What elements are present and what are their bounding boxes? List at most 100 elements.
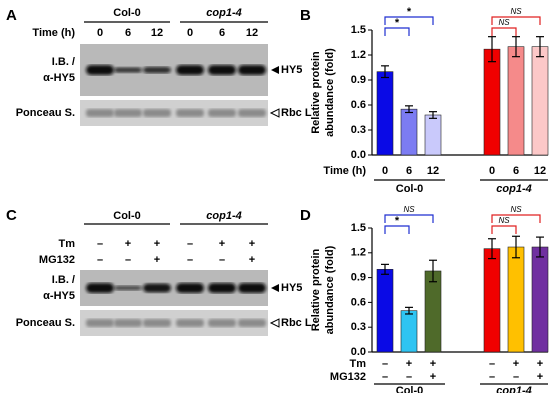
band-label: HY5 [281, 282, 302, 294]
loading-band [114, 109, 142, 117]
arrow-open [269, 108, 280, 118]
probe-label: α-HY5 [43, 290, 75, 302]
loading-band-label: Rbc L [281, 107, 312, 119]
y-tick-label: 0.9 [351, 74, 366, 86]
bar [424, 114, 442, 156]
condition-label: – [489, 358, 495, 370]
band [86, 283, 114, 293]
condition-label: 12 [534, 165, 546, 177]
band [143, 283, 171, 293]
bar [507, 246, 525, 353]
condition-label: + [430, 358, 436, 370]
error-bar [512, 235, 520, 259]
lane-label: – [219, 254, 225, 266]
probe-label: α-HY5 [43, 72, 75, 84]
group-label: Col-0 [396, 385, 424, 393]
band [114, 67, 142, 73]
condition-label: – [513, 371, 519, 383]
significance-bracket [491, 225, 517, 234]
condition-label: + [406, 358, 412, 370]
group-label: Col-0 [113, 210, 141, 222]
bar [376, 71, 394, 156]
lane-label: + [249, 254, 255, 266]
y-tick-label: 1.2 [351, 49, 366, 61]
bar [483, 248, 501, 353]
band [176, 65, 204, 75]
y-tick-label: 1.2 [351, 247, 366, 259]
y-axis-label: abundance (fold) [324, 48, 336, 137]
loading-band [143, 109, 171, 117]
group-label: cop1-4 [496, 183, 531, 195]
y-tick-label: 1.5 [351, 24, 366, 36]
error-bar [405, 105, 413, 114]
lane-label: – [97, 254, 103, 266]
lane-label: 12 [151, 27, 163, 39]
lane-label: – [97, 238, 103, 250]
lane-label: 6 [125, 27, 131, 39]
y-axis-label: Relative protein [310, 248, 322, 331]
band [114, 285, 142, 291]
loading-band [238, 319, 266, 327]
error-bar [536, 236, 544, 258]
row-name: MG132 [330, 371, 366, 383]
condition-label: – [382, 358, 388, 370]
bar [424, 270, 442, 353]
probe-label: I.B. / [52, 56, 75, 68]
loading-label: Ponceau S. [16, 107, 75, 119]
band [143, 66, 171, 74]
error-bar [512, 36, 520, 58]
significance-label: * [395, 215, 400, 227]
significance-label: NS [498, 216, 510, 225]
condition-label: 12 [427, 165, 439, 177]
significance-label: * [407, 6, 412, 18]
bar [531, 246, 549, 353]
band [238, 65, 266, 75]
arrow [271, 284, 279, 292]
y-tick-label: 1.5 [351, 222, 366, 234]
condition-label: + [537, 358, 543, 370]
y-axis-label: Relative protein [310, 51, 322, 134]
row-name: Time (h) [323, 165, 366, 177]
significance-bracket [384, 214, 434, 223]
condition-label: 6 [406, 165, 412, 177]
arrow [271, 66, 279, 74]
group-label: cop1-4 [206, 210, 241, 222]
bar [400, 108, 418, 156]
group-label: cop1-4 [496, 385, 531, 393]
condition-label: + [513, 358, 519, 370]
significance-label: NS [498, 18, 510, 27]
y-tick-label: 0.6 [351, 99, 366, 111]
group-label: cop1-4 [206, 7, 241, 19]
panel-label: A [6, 7, 17, 24]
bar [507, 46, 525, 156]
lane-label: + [249, 238, 255, 250]
significance-label: NS [403, 205, 415, 214]
band [208, 283, 236, 293]
error-bar [429, 111, 437, 119]
condition-label: – [382, 371, 388, 383]
lane-label: – [187, 254, 193, 266]
row-name: Time (h) [32, 27, 75, 39]
band [86, 65, 114, 75]
y-tick-label: 0.0 [351, 149, 366, 161]
error-bar [405, 306, 413, 315]
condition-label: 0 [489, 165, 495, 177]
lane-label: + [125, 238, 131, 250]
panel-label: C [6, 207, 17, 224]
lane-label: + [219, 238, 225, 250]
panel-label: D [300, 207, 311, 224]
lane-label: 0 [97, 27, 103, 39]
lane-label: 12 [246, 27, 258, 39]
significance-bracket [384, 27, 410, 36]
arrow-open [269, 318, 280, 328]
loading-band [86, 319, 114, 327]
lane-label: + [154, 238, 160, 250]
loading-band [176, 319, 204, 327]
significance-bracket [491, 214, 541, 223]
panel-label: B [300, 7, 311, 24]
significance-bracket [384, 16, 434, 25]
lane-label: 0 [187, 27, 193, 39]
lane-label: + [154, 254, 160, 266]
condition-label: + [537, 371, 543, 383]
